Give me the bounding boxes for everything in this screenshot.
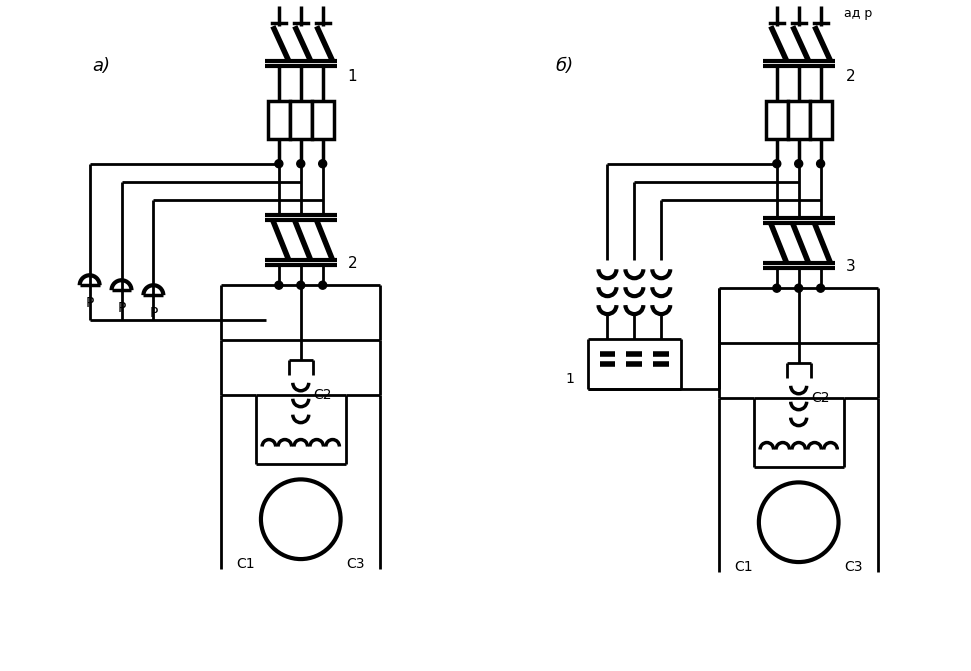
Text: ад р: ад р — [845, 7, 873, 20]
Bar — [787, 101, 810, 139]
Text: 1: 1 — [565, 372, 574, 386]
Text: C1: C1 — [237, 557, 255, 571]
Bar — [289, 101, 312, 139]
Circle shape — [773, 160, 781, 168]
Text: a): a) — [92, 57, 111, 75]
Text: P: P — [150, 306, 157, 320]
Circle shape — [817, 160, 824, 168]
Text: C3: C3 — [347, 557, 365, 571]
Text: C3: C3 — [844, 560, 862, 574]
Circle shape — [275, 160, 283, 168]
Circle shape — [794, 285, 803, 292]
Text: C2: C2 — [812, 391, 830, 405]
Circle shape — [297, 160, 305, 168]
Text: C1: C1 — [735, 560, 753, 574]
Circle shape — [297, 281, 305, 289]
Bar — [312, 101, 334, 139]
Text: 3: 3 — [846, 259, 855, 274]
Circle shape — [794, 160, 803, 168]
Circle shape — [318, 160, 326, 168]
Bar — [810, 101, 831, 139]
Circle shape — [773, 285, 781, 292]
Circle shape — [759, 482, 839, 562]
Text: P: P — [85, 296, 94, 310]
Text: C2: C2 — [314, 388, 332, 402]
Circle shape — [318, 281, 326, 289]
Circle shape — [817, 285, 824, 292]
Bar — [268, 101, 289, 139]
Text: 2: 2 — [846, 68, 855, 84]
Text: 2: 2 — [348, 256, 357, 271]
Text: 1: 1 — [348, 68, 357, 84]
Text: б): б) — [555, 57, 574, 75]
Circle shape — [275, 281, 283, 289]
Bar — [766, 101, 787, 139]
Circle shape — [261, 479, 341, 559]
Text: P: P — [117, 301, 125, 315]
